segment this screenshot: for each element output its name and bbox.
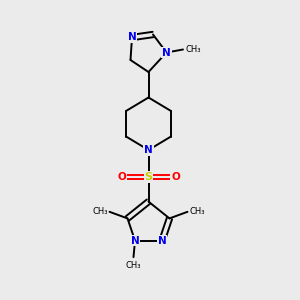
Text: CH₃: CH₃ xyxy=(185,45,201,54)
Text: N: N xyxy=(144,145,153,155)
Text: N: N xyxy=(130,236,140,246)
Text: CH₃: CH₃ xyxy=(92,207,108,216)
Text: CH₃: CH₃ xyxy=(189,207,205,216)
Text: S: S xyxy=(145,172,152,182)
Text: N: N xyxy=(158,236,166,246)
Text: N: N xyxy=(162,47,171,58)
Text: O: O xyxy=(171,172,180,182)
Text: N: N xyxy=(128,32,136,43)
Text: O: O xyxy=(117,172,126,182)
Text: CH₃: CH₃ xyxy=(126,261,141,270)
